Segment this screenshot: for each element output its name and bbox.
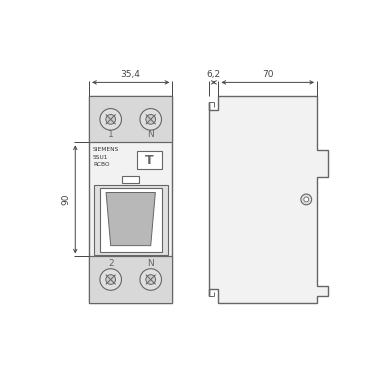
- Text: 2: 2: [108, 259, 114, 268]
- Text: 6,2: 6,2: [207, 70, 221, 79]
- Circle shape: [140, 269, 162, 290]
- Bar: [122, 176, 139, 183]
- Text: 35,4: 35,4: [121, 70, 141, 79]
- Text: 1: 1: [108, 131, 114, 139]
- Bar: [137, 151, 162, 169]
- Bar: [100, 188, 162, 252]
- Circle shape: [301, 194, 311, 205]
- Circle shape: [146, 114, 156, 124]
- Circle shape: [106, 114, 116, 124]
- Circle shape: [100, 269, 122, 290]
- Polygon shape: [209, 96, 328, 303]
- Bar: [89, 256, 172, 303]
- Circle shape: [146, 275, 156, 285]
- Circle shape: [304, 197, 309, 202]
- Text: RCBO: RCBO: [93, 162, 109, 167]
- Text: N: N: [147, 131, 154, 139]
- Text: 5SU1: 5SU1: [93, 155, 108, 160]
- Text: 70: 70: [262, 70, 273, 79]
- Text: N: N: [147, 259, 154, 268]
- Bar: [94, 185, 168, 255]
- Text: 90: 90: [62, 194, 71, 205]
- Bar: [89, 96, 172, 303]
- Circle shape: [140, 109, 162, 130]
- Text: T: T: [145, 154, 154, 167]
- Bar: [89, 96, 172, 142]
- Polygon shape: [106, 192, 155, 246]
- Circle shape: [106, 275, 116, 285]
- Circle shape: [100, 109, 122, 130]
- Text: SIEMENS: SIEMENS: [93, 147, 119, 152]
